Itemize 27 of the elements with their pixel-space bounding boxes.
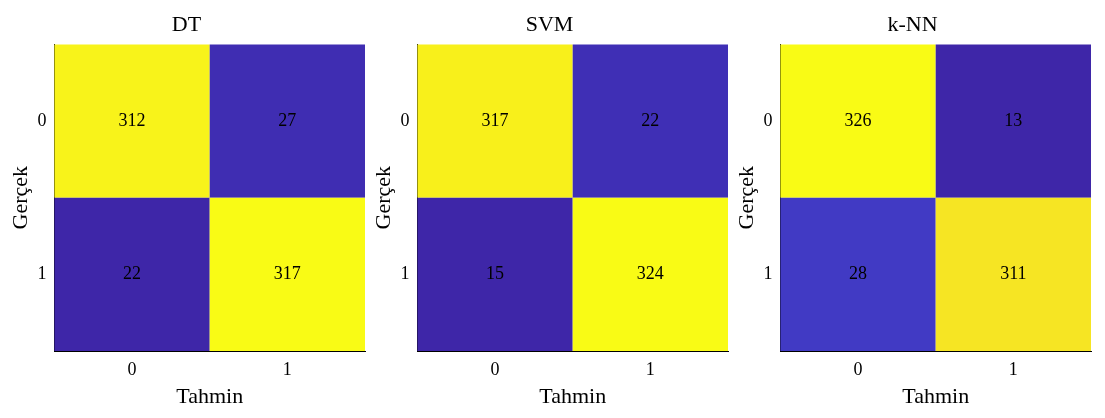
chart-title: DT	[171, 10, 202, 36]
data-label: 326	[844, 109, 872, 130]
data-label: 22	[123, 263, 142, 284]
x-axis-title: Tahmin	[902, 382, 970, 408]
chart-title: k-NN	[887, 10, 938, 36]
x-axis-title: Tahmin	[539, 382, 607, 408]
x-tick-label: 1	[645, 358, 655, 379]
y-axis-title: Gerçek	[369, 165, 395, 230]
data-label: 13	[1004, 109, 1023, 130]
x-tick-label: 0	[127, 358, 137, 379]
x-tick-label: 0	[853, 358, 863, 379]
y-axis-title: Gerçek	[732, 165, 758, 230]
x-tick-label: 0	[490, 358, 500, 379]
data-label: 317	[273, 263, 301, 284]
data-label: 311	[1000, 263, 1027, 284]
data-label: 28	[849, 263, 868, 284]
data-label: 27	[278, 109, 297, 130]
chart-title: SVM	[525, 10, 574, 36]
x-tick-label: 1	[1008, 358, 1018, 379]
data-label: 22	[641, 109, 660, 130]
data-label: 317	[481, 109, 509, 130]
x-axis-title: Tahmin	[176, 382, 244, 408]
x-tick-label: 1	[282, 358, 292, 379]
data-label: 312	[118, 109, 146, 130]
data-label: 15	[486, 263, 505, 284]
y-axis-title: Gerçek	[6, 165, 32, 230]
data-label: 324	[636, 263, 664, 284]
